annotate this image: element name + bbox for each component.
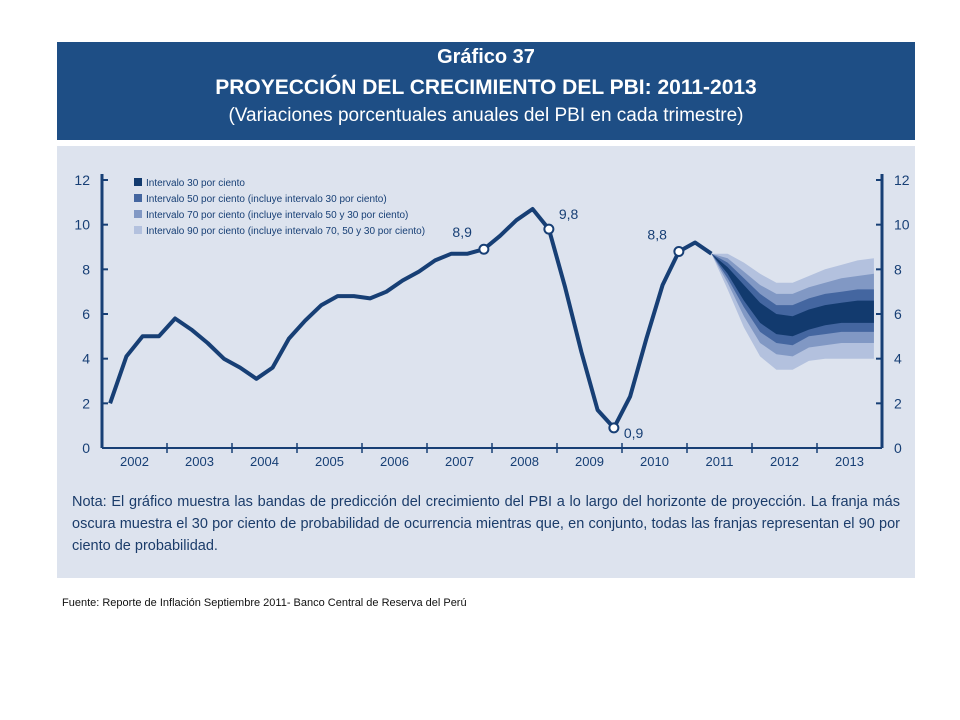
legend-label: Intervalo 50 por ciento (incluye interva… <box>146 194 387 205</box>
y-tick-label-left: 2 <box>82 395 90 411</box>
legend-swatch <box>134 194 142 202</box>
y-tick-label-left: 4 <box>82 351 90 367</box>
x-tick-label: 2004 <box>250 454 279 469</box>
chart-number: Gráfico 37 <box>437 46 535 68</box>
y-tick-label-right: 12 <box>894 172 910 188</box>
x-tick-label: 2012 <box>770 454 799 469</box>
y-tick-label-left: 8 <box>82 261 90 277</box>
y-tick-label-right: 2 <box>894 395 902 411</box>
x-tick-label: 2005 <box>315 454 344 469</box>
y-tick-label-left: 12 <box>74 172 90 188</box>
x-tick-label: 2010 <box>640 454 669 469</box>
x-tick-label: 2013 <box>835 454 864 469</box>
data-point-marker <box>608 422 620 434</box>
y-tick-label-left: 10 <box>74 217 90 233</box>
y-tick-label-left: 6 <box>82 306 90 322</box>
band-30 <box>711 253 874 337</box>
chart-panel: 0 0 2 2 4 4 6 6 8 8 10 10 12 12 2002 2003 2004 2005 2006 20… <box>57 146 915 578</box>
gdp-growth-line <box>108 207 713 430</box>
x-tick-label: 2002 <box>120 454 149 469</box>
gdp-growth-chart: 0 0 2 2 4 4 6 6 8 8 10 10 12 12 2002 2003 2004 2005 2006 20… <box>74 172 910 469</box>
data-label: 8,9 <box>452 224 472 240</box>
legend-swatch <box>134 178 142 186</box>
legend-label: Intervalo 70 por ciento (incluye interva… <box>146 210 408 221</box>
y-tick-label-right: 8 <box>894 261 902 277</box>
x-tick-label: 2007 <box>445 454 474 469</box>
data-point-marker <box>543 223 555 235</box>
chart-subtitle: (Variaciones porcentuales anuales del PB… <box>228 105 744 126</box>
legend-label: Intervalo 90 por ciento (incluye interva… <box>146 226 425 237</box>
y-tick-label-right: 10 <box>894 217 910 233</box>
x-tick-label: 2003 <box>185 454 214 469</box>
legend-swatch <box>134 210 142 218</box>
y-tick-label-left: 0 <box>82 440 90 456</box>
data-point-marker <box>478 243 490 255</box>
chart-title: PROYECCIÓN DEL CRECIMIENTO DEL PBI: 2011… <box>215 76 757 99</box>
chart-note: Nota: El gráfico muestra las bandas de p… <box>72 494 900 554</box>
chart-header: Gráfico 37 PROYECCIÓN DEL CRECIMIENTO DE… <box>57 42 915 140</box>
y-tick-label-right: 4 <box>894 351 902 367</box>
y-tick-label-right: 0 <box>894 440 902 456</box>
data-point-marker <box>673 245 685 257</box>
x-tick-label: 2006 <box>380 454 409 469</box>
x-tick-label: 2009 <box>575 454 604 469</box>
data-label: 8,8 <box>647 226 667 242</box>
source-text: Fuente: Reporte de Inflación Septiembre … <box>62 597 467 609</box>
y-tick-label-right: 6 <box>894 306 902 322</box>
legend-swatch <box>134 226 142 234</box>
x-tick-label: 2011 <box>706 454 734 469</box>
legend-label: Intervalo 30 por ciento <box>146 178 245 189</box>
x-tick-label: 2008 <box>510 454 539 469</box>
data-label: 9,8 <box>559 206 579 222</box>
data-label: 0,9 <box>624 425 644 441</box>
